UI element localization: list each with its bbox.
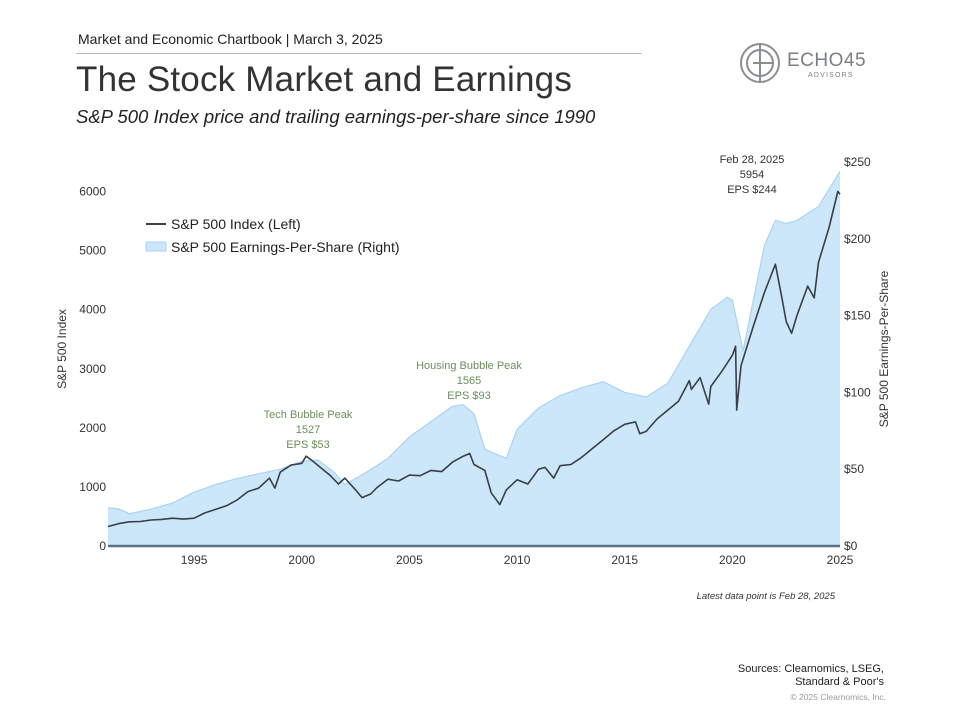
- annotation-label: 5954: [740, 169, 764, 181]
- logo-subtitle: ADVISORS: [808, 72, 854, 79]
- stock-earnings-chart: 1995 2000 2005 2010 2015 2020 2025 0 1000 2000 300…: [55, 154, 891, 567]
- annotation-label: 1565: [457, 375, 481, 387]
- y-left-axis-title: S&P 500 Index: [55, 309, 69, 389]
- latest-data-note: Latest data point is Feb 28, 2025: [696, 591, 835, 602]
- annotation-label: Feb 28, 2025: [720, 154, 785, 166]
- y-left-tick-label: 1000: [79, 480, 106, 494]
- annotations-layer: Tech Bubble Peak 1527 EPS $53 Housing Bubbl…: [264, 154, 785, 451]
- axis-layer: 1995 2000 2005 2010 2015 2020 2025 0 1000 2000 300…: [55, 155, 891, 567]
- x-tick-label: 2010: [504, 553, 531, 567]
- y-right-tick-label: $100: [844, 385, 871, 399]
- index-line-layer: [107, 190, 841, 528]
- legend-index-label: S&P 500 Index (Left): [171, 216, 301, 232]
- logo-wordmark: ECHO45: [787, 50, 867, 71]
- x-tick-label: 2005: [396, 553, 423, 567]
- annotation-label: EPS $93: [447, 390, 490, 402]
- annotation-label: Tech Bubble Peak: [264, 409, 353, 421]
- page-subtitle: S&P 500 Index price and trailing earning…: [76, 106, 596, 127]
- y-right-tick-label: $150: [844, 309, 871, 323]
- legend-eps-swatch: [145, 241, 167, 252]
- x-tick-label: 2020: [719, 553, 746, 567]
- y-left-tick-label: 4000: [79, 303, 106, 317]
- y-right-tick-label: $250: [844, 155, 871, 169]
- y-right-tick-label: $200: [844, 232, 871, 246]
- y-right-axis-title: S&P 500 Earnings-Per-Share: [877, 270, 891, 427]
- x-tick-label: 1995: [181, 553, 208, 567]
- x-tick-label: 2000: [288, 553, 315, 567]
- sources-line-1: Sources: Clearnomics, LSEG,: [737, 663, 884, 675]
- annotation-label: 1527: [296, 424, 320, 436]
- sources-note: Sources: Clearnomics, LSEG, Standard & P…: [738, 663, 884, 689]
- eps-area-layer: [107, 170, 841, 546]
- eps-area: [108, 171, 840, 546]
- legend-eps-label: S&P 500 Earnings-Per-Share (Right): [171, 239, 400, 255]
- legend: S&P 500 Index (Left) S&P 500 Earnings-Per…: [145, 216, 400, 255]
- x-tick-label: 2015: [611, 553, 638, 567]
- chartbook-header: Market and Economic Chartbook | March 3,…: [78, 31, 383, 47]
- echo45-emblem-icon: [740, 43, 780, 83]
- y-left-tick-label: 3000: [79, 362, 106, 376]
- annotation-label: EPS $244: [727, 184, 777, 196]
- y-left-tick-label: 6000: [79, 185, 106, 199]
- header-divider: [76, 53, 642, 54]
- annotation-label: EPS $53: [286, 439, 329, 451]
- eps-edge-line: [107, 170, 841, 515]
- y-left-tick-label: 5000: [79, 244, 106, 258]
- y-right-tick-label: $0: [844, 539, 858, 553]
- y-left-tick-label: 0: [99, 539, 106, 553]
- sources-line-2: Standard & Poor's: [795, 676, 884, 688]
- copyright: © 2025 Clearnomics, Inc.: [790, 692, 886, 702]
- y-right-tick-label: $50: [844, 462, 864, 476]
- brand-logo: ECHO45 ADVISORS: [739, 42, 879, 84]
- y-left-tick-label: 2000: [79, 421, 106, 435]
- sp500-index-line: [107, 190, 841, 528]
- x-tick-label: 2025: [827, 553, 854, 567]
- page-title: The Stock Market and Earnings: [76, 60, 573, 99]
- annotation-label: Housing Bubble Peak: [416, 360, 522, 372]
